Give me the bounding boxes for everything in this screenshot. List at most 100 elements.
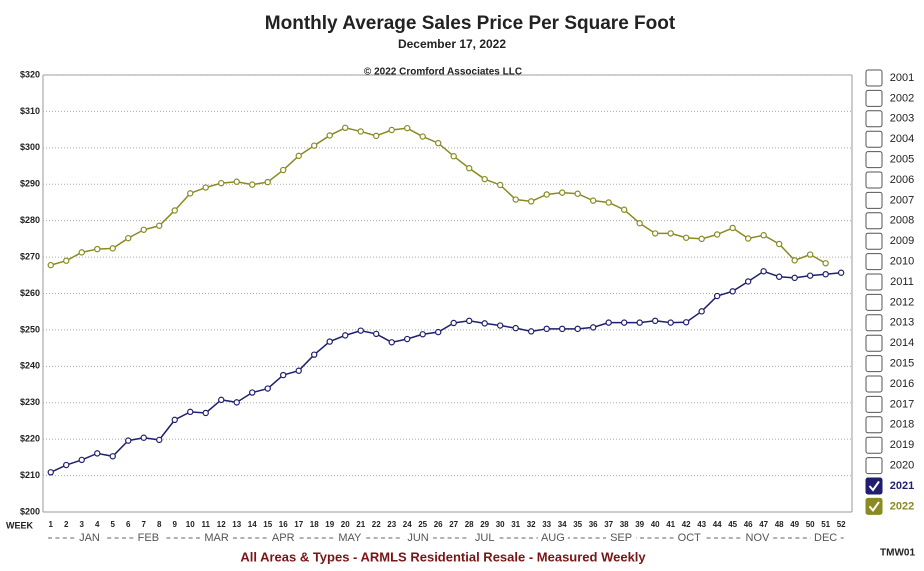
x-tick-label: 38 — [620, 520, 629, 529]
data-point — [326, 338, 333, 345]
legend-checkbox[interactable] — [865, 293, 883, 311]
legend-label[interactable]: 2021 — [890, 480, 914, 492]
data-point — [264, 178, 271, 186]
data-point — [620, 206, 628, 213]
month-label: MAR — [204, 532, 229, 544]
data-point — [342, 332, 349, 339]
legend-checkbox[interactable] — [865, 497, 883, 515]
legend-label[interactable]: 2008 — [890, 215, 914, 227]
data-point — [249, 181, 256, 188]
y-tick-label: $250 — [20, 324, 40, 334]
data-point — [388, 126, 395, 134]
series-line — [50, 127, 827, 266]
legend-label[interactable]: 2015 — [890, 358, 914, 370]
data-point — [125, 234, 132, 242]
month-label: JUL — [475, 532, 495, 544]
legend-checkbox[interactable] — [865, 375, 883, 393]
data-point — [280, 166, 287, 174]
data-point — [404, 124, 411, 132]
data-point — [605, 319, 612, 326]
data-point — [558, 325, 566, 333]
legend-label[interactable]: 2010 — [890, 256, 914, 268]
data-point — [295, 367, 302, 374]
month-label: FEB — [138, 532, 159, 544]
legend-checkbox[interactable] — [865, 395, 883, 413]
legend-checkbox[interactable] — [865, 232, 883, 250]
data-point — [589, 197, 597, 204]
data-point — [713, 231, 721, 238]
data-point — [512, 196, 519, 203]
legend-checkbox[interactable] — [865, 130, 883, 148]
legend-label[interactable]: 2018 — [890, 419, 914, 431]
legend-checkbox[interactable] — [865, 355, 883, 373]
x-tick-label: 29 — [480, 520, 489, 529]
legend-checkbox[interactable] — [865, 69, 883, 87]
legend-checkbox[interactable] — [865, 314, 883, 332]
data-point — [574, 325, 581, 333]
legend-label[interactable]: 2001 — [890, 72, 914, 84]
legend-checkbox[interactable] — [865, 457, 883, 475]
legend-checkbox[interactable] — [865, 212, 883, 230]
legend-label[interactable]: 2009 — [890, 235, 914, 247]
legend-checkbox[interactable] — [865, 273, 883, 291]
data-point — [713, 292, 721, 300]
month-label: OCT — [678, 532, 702, 544]
y-tick-label: $230 — [20, 397, 40, 407]
legend-checkbox[interactable] — [865, 151, 883, 169]
x-tick-label: 46 — [744, 520, 753, 529]
legend-label[interactable]: 2013 — [890, 317, 914, 329]
legend-label[interactable]: 2011 — [890, 276, 914, 288]
legend-checkbox[interactable] — [865, 171, 883, 189]
legend-label[interactable]: 2022 — [890, 500, 914, 512]
data-point — [109, 453, 116, 460]
legend-checkbox[interactable] — [865, 334, 883, 352]
data-point — [156, 436, 163, 444]
x-tick-label: 44 — [713, 520, 722, 529]
y-tick-label: $200 — [20, 506, 40, 516]
chart-code: TMW01 — [880, 548, 915, 559]
chart-subtitle: December 17, 2022 — [398, 37, 506, 51]
data-point — [636, 220, 643, 227]
legend-label[interactable]: 2002 — [890, 92, 914, 104]
legend-checkbox[interactable] — [865, 191, 883, 209]
legend-label[interactable]: 2017 — [890, 398, 914, 410]
legend-checkbox[interactable] — [865, 110, 883, 128]
x-tick-label: 18 — [310, 520, 319, 529]
data-point — [806, 272, 814, 279]
legend-checkbox[interactable] — [865, 436, 883, 454]
data-point — [435, 328, 442, 336]
legend-label[interactable]: 2003 — [890, 113, 914, 125]
data-point — [450, 153, 457, 160]
legend-label[interactable]: 2005 — [890, 154, 914, 166]
data-point — [140, 226, 147, 233]
data-point — [47, 469, 54, 476]
x-tick-label: 23 — [387, 520, 396, 529]
legend-label[interactable]: 2016 — [890, 378, 914, 390]
data-point — [698, 235, 705, 243]
legend-checkbox[interactable] — [865, 253, 883, 271]
x-tick-label: 2 — [64, 520, 69, 529]
data-point — [496, 181, 504, 189]
legend-label[interactable]: 2004 — [890, 133, 914, 145]
legend-label[interactable]: 2012 — [890, 296, 914, 308]
x-tick-label: 13 — [232, 520, 241, 529]
x-tick-label: 34 — [558, 520, 567, 529]
legend-checkbox[interactable] — [865, 89, 883, 107]
data-point — [775, 273, 783, 280]
data-point — [450, 319, 457, 327]
x-tick-label: 9 — [173, 520, 178, 529]
data-point — [218, 179, 225, 187]
legend-label[interactable]: 2019 — [890, 439, 914, 451]
legend-label[interactable]: 2007 — [890, 194, 914, 206]
x-tick-label: 26 — [434, 520, 443, 529]
y-tick-label: $280 — [20, 215, 40, 225]
legend-label[interactable]: 2020 — [890, 460, 914, 472]
legend-label[interactable]: 2006 — [890, 174, 914, 186]
data-point — [481, 175, 488, 183]
data-point — [512, 324, 519, 332]
legend-label[interactable]: 2014 — [890, 337, 914, 349]
data-point — [760, 232, 767, 239]
legend-checkbox[interactable] — [865, 416, 883, 434]
x-tick-label: 36 — [589, 520, 598, 529]
legend-checkbox[interactable] — [865, 477, 883, 495]
